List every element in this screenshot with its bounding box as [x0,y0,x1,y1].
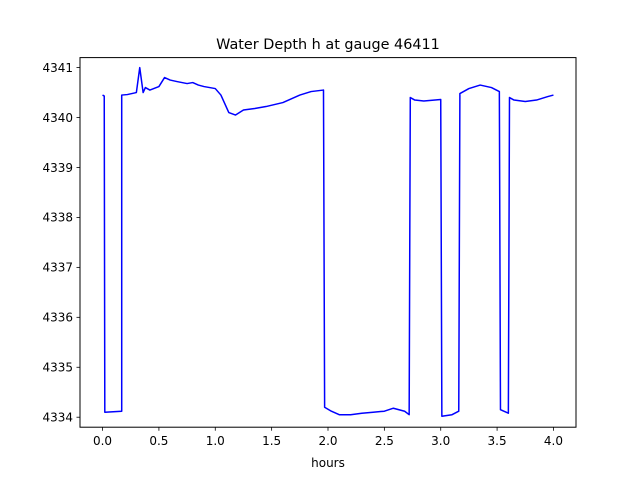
y-tick-label: 4335 [42,361,73,375]
x-tick-label: 4.0 [544,434,563,448]
y-axis: 4334 4335 4336 4337 4338 4339 4340 4341 [42,61,80,425]
y-tick-label: 4336 [42,311,73,325]
x-tick-label: 1.5 [262,434,281,448]
x-tick-label: 0.5 [149,434,168,448]
x-tick-label: 3.0 [431,434,450,448]
x-tick-label: 0.0 [93,434,112,448]
x-tick-label: 3.5 [488,434,507,448]
x-axis-label: hours [311,456,345,470]
y-tick-label: 4334 [42,411,73,425]
x-axis: 0.0 0.5 1.0 1.5 2.0 2.5 3.0 3.5 4.0 [93,427,563,448]
y-tick-label: 4337 [42,261,73,275]
y-tick-label: 4341 [42,61,73,75]
series-line-0 [102,66,554,417]
y-tick-label: 4339 [42,161,73,175]
axes-frame [79,57,577,428]
x-tick-label: 2.0 [318,434,337,448]
y-tick-label: 4338 [42,211,73,225]
x-tick-label: 1.0 [206,434,225,448]
x-tick-label: 2.5 [375,434,394,448]
chart-title: Water Depth h at gauge 46411 [216,37,440,53]
y-tick-label: 4340 [42,111,73,125]
plot-area [102,66,554,417]
